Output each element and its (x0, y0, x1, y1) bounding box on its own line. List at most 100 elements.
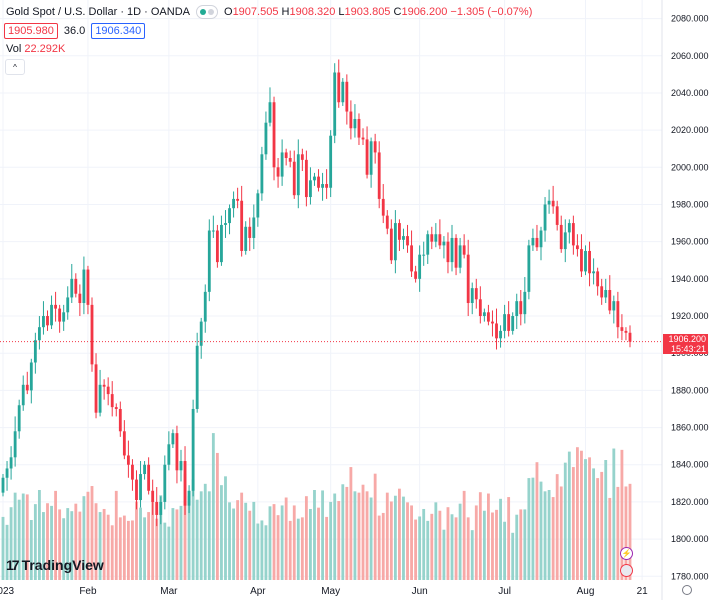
candle-body (191, 408, 195, 491)
candle-body (195, 345, 199, 409)
buy-button[interactable]: 1906.340 (91, 23, 146, 39)
volume-bar (575, 447, 579, 580)
candle-body (519, 301, 523, 315)
candle-body (482, 312, 486, 317)
market-status-badge[interactable] (196, 5, 218, 19)
volume-bar (90, 486, 94, 580)
volume-bar (300, 517, 304, 580)
candle-body (5, 468, 9, 478)
volume-bar (54, 490, 58, 580)
candle-body (458, 245, 462, 268)
chevron-up-icon: ^ (13, 62, 17, 72)
candle-body (260, 154, 264, 194)
volume-bar (106, 514, 110, 580)
volume-bar (422, 508, 426, 580)
candle-body (110, 394, 114, 408)
x-tick-label: Aug (577, 586, 595, 597)
candle-body (345, 81, 349, 112)
volume-bar (1, 516, 5, 580)
volume-bar (143, 517, 146, 580)
volume-bar (349, 467, 353, 580)
volume-bar (446, 507, 450, 580)
volume-bar (393, 495, 397, 580)
candle-body (551, 200, 555, 207)
volume-bar (406, 502, 409, 580)
volume-bar (329, 501, 333, 580)
candle-body (171, 433, 175, 445)
chart-legend: Gold Spot / U.S. Dollar · 1D · OANDA O19… (0, 0, 662, 80)
candle-body (215, 230, 219, 263)
volume-bar (50, 505, 53, 580)
candle-body (86, 269, 90, 305)
lightning-event-icon[interactable]: ⚡ (620, 547, 633, 560)
us-flag-event-icon[interactable] (620, 564, 633, 577)
candle-body (357, 118, 361, 138)
candle-body (575, 245, 579, 250)
candle-body (365, 139, 369, 175)
candle-body (21, 384, 25, 406)
symbol-row: Gold Spot / U.S. Dollar · 1D · OANDA O19… (6, 5, 532, 19)
candle-body (114, 407, 118, 409)
symbol-title[interactable]: Gold Spot / U.S. Dollar · 1D · OANDA (6, 6, 190, 18)
volume-label: Vol (6, 43, 22, 55)
candle-body (220, 224, 223, 263)
candle-body (25, 384, 29, 391)
candle-body (118, 408, 122, 432)
volume-bar (309, 508, 312, 580)
candle-body (224, 223, 227, 225)
y-tick-label: 2020.000 (671, 125, 709, 135)
candle-body (280, 152, 284, 177)
candle-body (131, 464, 134, 480)
volume-bar (357, 492, 361, 580)
volume-bar (21, 493, 25, 580)
volume-bar (163, 522, 167, 580)
sell-button[interactable]: 1905.980 (4, 23, 58, 39)
x-tick-label: Apr (250, 586, 266, 597)
y-tick-label: 1860.000 (671, 423, 709, 433)
brand-name: TradingView (21, 557, 104, 573)
bid-ask-row: 1905.980 36.0 1906.340 (4, 23, 146, 39)
volume-bar (628, 483, 632, 580)
time-axis[interactable]: 2023 Feb Mar Apr May Jun Jul Aug 21 (0, 586, 648, 597)
collapse-legend-button[interactable]: ^ (5, 59, 25, 75)
candle-body (135, 479, 138, 501)
y-tick-label: 1940.000 (671, 274, 709, 284)
volume-bar (215, 452, 219, 580)
price-axis[interactable]: 2080.000 2060.000 2040.000 2020.000 2000.000… (671, 14, 709, 582)
candle-body (159, 501, 163, 515)
volume-bar (515, 514, 519, 580)
candle-body (612, 301, 616, 311)
volume-bar (559, 486, 563, 580)
volume-bar (228, 502, 231, 580)
volume-bar (519, 509, 523, 580)
volume-bar (402, 496, 405, 580)
candle-body (70, 278, 74, 298)
volume-bar (272, 504, 276, 580)
volume-bar (276, 515, 280, 580)
volume-bar (98, 512, 102, 580)
candle-body (187, 490, 191, 506)
price-candles (1, 59, 632, 527)
tradingview-logo[interactable]: 17 TradingView (6, 557, 104, 573)
candle-body (511, 316, 515, 331)
y-tick-label: 1960.000 (671, 237, 709, 247)
bar-countdown: 15:43:21 (670, 343, 706, 354)
visibility-icon (208, 9, 214, 15)
volume-bar (42, 512, 45, 580)
candle-body (369, 141, 373, 175)
candle-body (543, 204, 547, 231)
volume-bar (248, 510, 252, 580)
candle-body (329, 135, 333, 188)
volume-bar (571, 467, 575, 580)
volume-bar (470, 530, 474, 580)
volume-bar (207, 491, 211, 580)
volume-value: 22.292K (24, 43, 66, 55)
candle-body (94, 364, 98, 413)
candle-body (1, 477, 5, 493)
volume-bar (82, 496, 86, 580)
settings-icon[interactable] (682, 585, 692, 595)
x-tick-label: Jun (412, 586, 428, 597)
candle-body (37, 327, 41, 341)
candle-body (256, 193, 260, 218)
